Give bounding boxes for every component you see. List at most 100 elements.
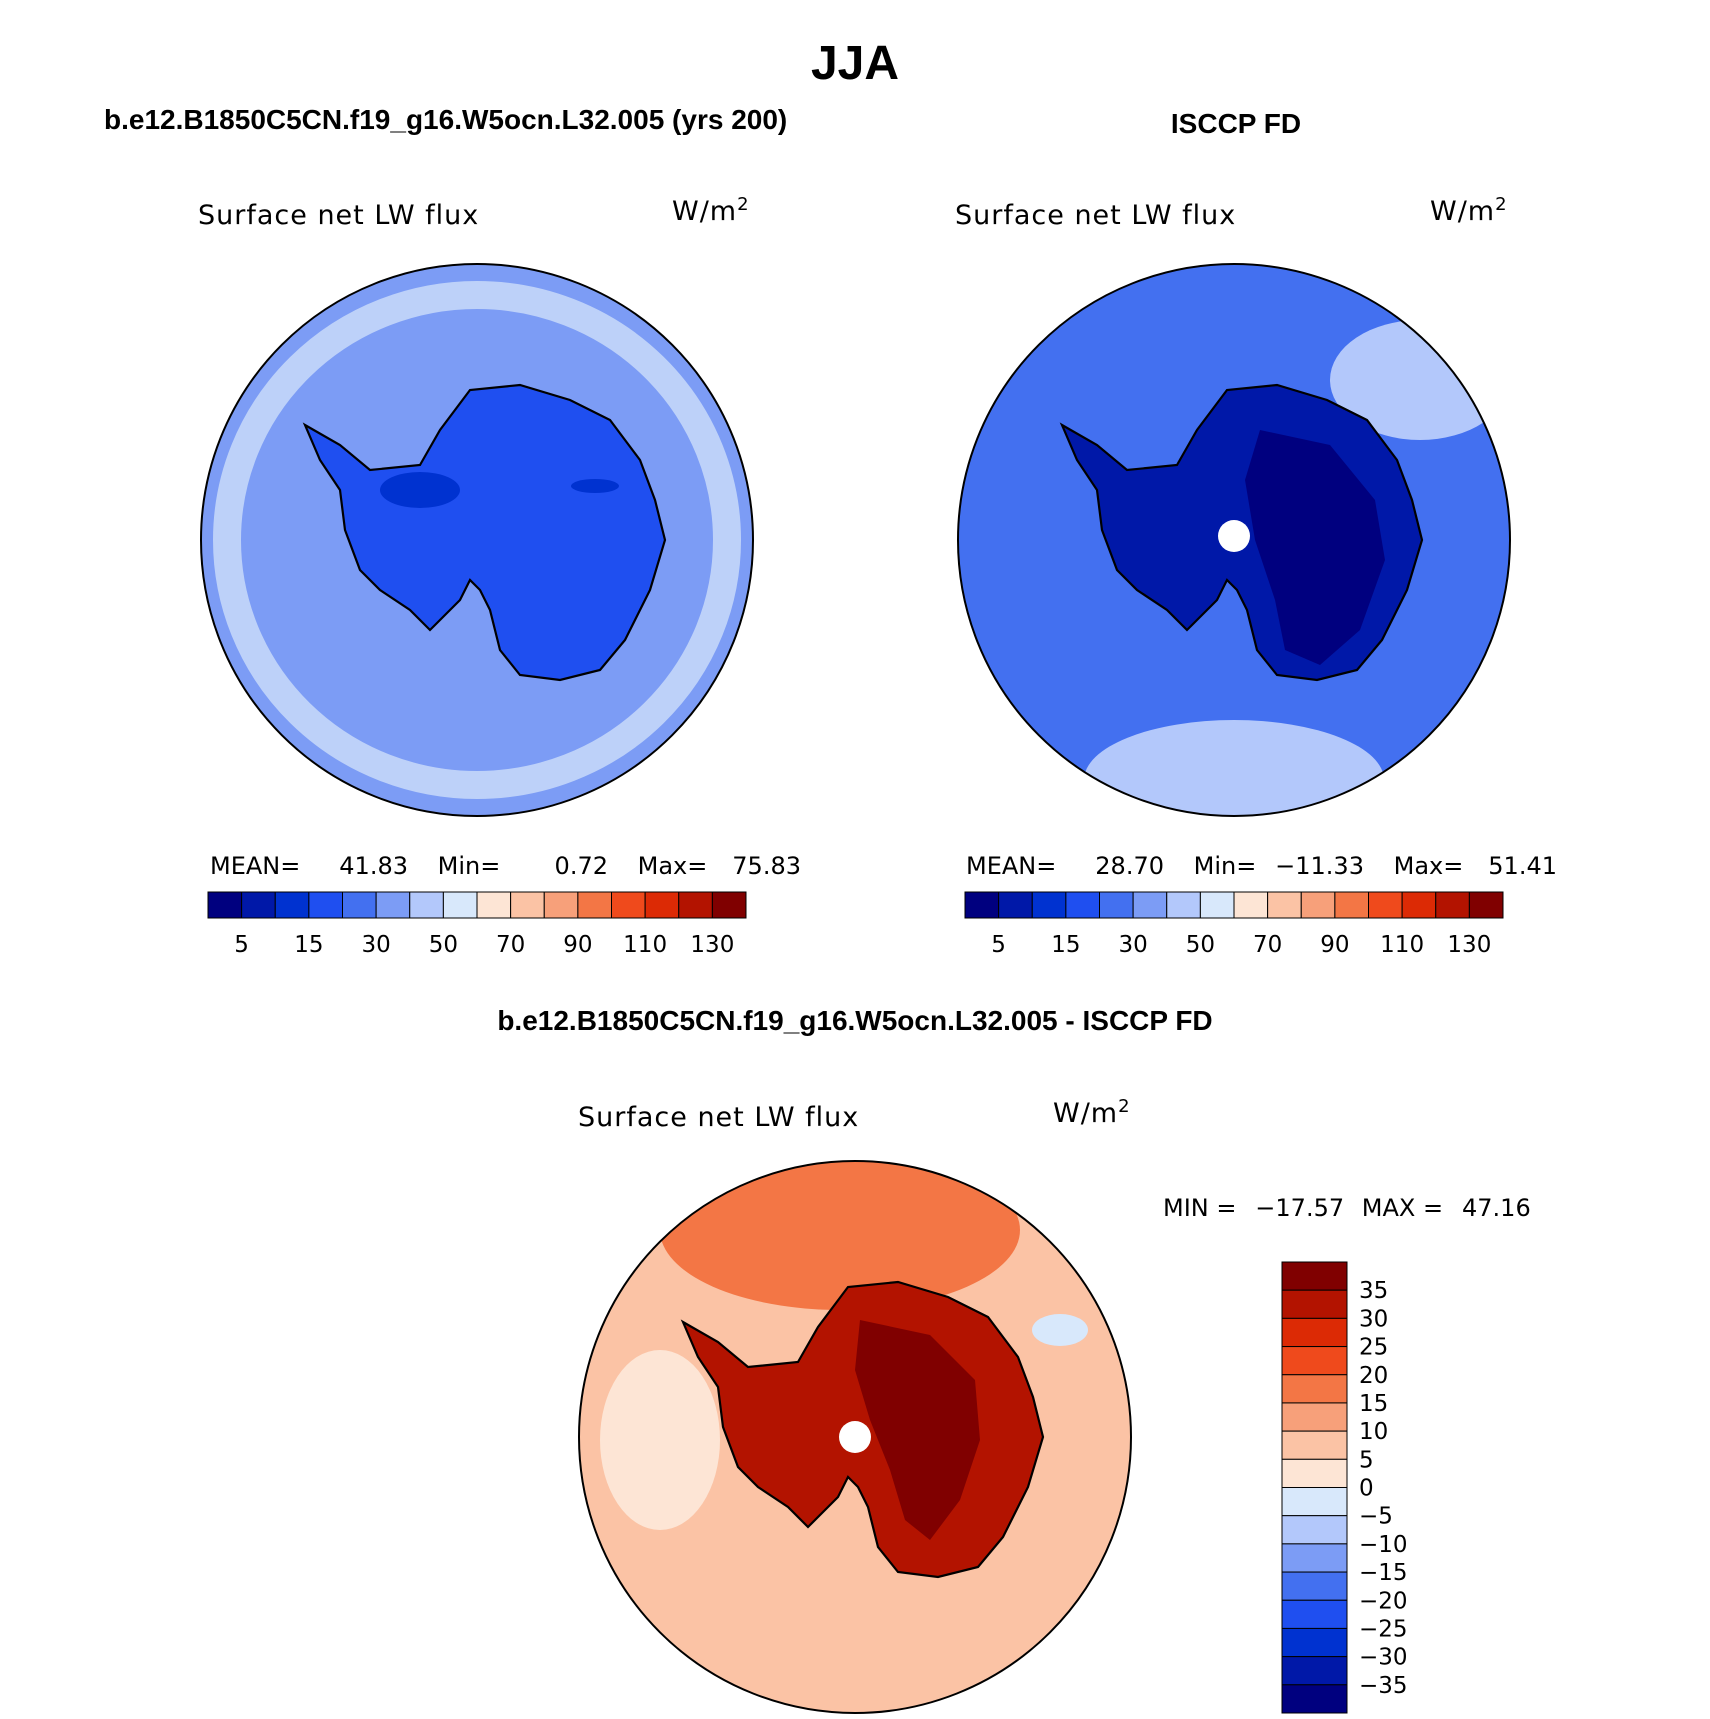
panel-1-units-base: W/m: [672, 196, 738, 227]
panel-1-min-value: 0.72: [554, 852, 608, 880]
diff-min-label: MIN =: [1163, 1194, 1237, 1222]
diff-pole-hole: [839, 1421, 871, 1453]
diff-units-base: W/m: [1053, 1098, 1119, 1129]
panel-2-map-border: [957, 263, 1511, 817]
panel-2-colorbar-swatch: [1401, 891, 1437, 919]
panel-2-colorbar-swatch: [1368, 891, 1403, 919]
diff-max-value: 47.16: [1462, 1194, 1531, 1222]
diff-colorbar-swatch: [1281, 1571, 1348, 1601]
panel-1-colorbar-swatch: [711, 891, 747, 919]
panel-2-mean-value: 28.70: [1095, 852, 1164, 880]
panel-1-colorbar-tick-label: 130: [690, 932, 734, 958]
diff-max-label: MAX =: [1361, 1194, 1444, 1222]
panel-2-max-value: 51.41: [1488, 852, 1557, 880]
diff-colorbar-swatch: [1281, 1487, 1348, 1517]
diff-coastline: [680, 1280, 1045, 1579]
diff-colorbar-tick-label: −30: [1359, 1645, 1408, 1671]
panel-1-colorbar-swatch: [442, 891, 478, 919]
panel-1-colorbar-tick-label: 90: [563, 932, 592, 958]
diff-colorbar-swatch: [1281, 1684, 1348, 1714]
panel-2-darkest-patch: [1245, 430, 1385, 665]
panel-1-colorbar-swatch: [476, 891, 512, 919]
panel-2-units: W/m2: [1430, 194, 1508, 227]
panel-1-colorbar-tick-label: 5: [234, 932, 249, 958]
panel-1-colorbar-tick-label: 110: [623, 932, 667, 958]
diff-colorbar-swatch: [1281, 1656, 1348, 1686]
panel-1-colorbar-swatch: [577, 891, 612, 919]
panel-2-units-exp: 2: [1495, 194, 1508, 215]
panel-1-map: [200, 263, 754, 817]
diff-colorbar-tick-label: 25: [1359, 1335, 1388, 1361]
panel-2-units-base: W/m: [1430, 196, 1496, 227]
panel-2-pole-hole: [1218, 520, 1250, 552]
panel-1-blue-patch-2: [571, 479, 619, 493]
panel-2-stats: MEAN= 28.70 Min= −11.33 Max= 51.41: [966, 852, 1557, 880]
diff-blue-patch: [1032, 1314, 1088, 1346]
panel-2-colorbar-tick-label: 130: [1447, 932, 1491, 958]
diff-colorbar-tick-label: 0: [1359, 1476, 1374, 1502]
panel-2-colorbar-swatch: [964, 891, 1000, 919]
diff-variable: Surface net LW flux: [578, 1102, 860, 1133]
diff-colorbar-swatch: [1281, 1543, 1348, 1573]
panel-2-colorbar-tick-label: 90: [1320, 932, 1349, 958]
panel-2-colorbar-swatch: [1334, 891, 1369, 919]
panel-1-colorbar-swatch: [274, 891, 310, 919]
panel-1-colorbar-swatch: [342, 891, 377, 919]
diff-colorbar-swatch: [1281, 1289, 1348, 1319]
panel-2-max-label: Max=: [1393, 852, 1464, 880]
diff-min-value: −17.57: [1255, 1194, 1345, 1222]
panel-1-max-value: 75.83: [732, 852, 801, 880]
diff-colorbar-tick-label: 5: [1359, 1447, 1374, 1473]
panel-1-variable: Surface net LW flux: [198, 200, 480, 231]
diff-colorbar-tick-label: −5: [1359, 1504, 1393, 1530]
panel-2-mean-label: MEAN=: [966, 852, 1057, 880]
diff-colorbar-swatch: [1281, 1515, 1348, 1545]
panel-2-colorbar-swatch: [1233, 891, 1269, 919]
diff-colorbar-tick-label: 10: [1359, 1419, 1388, 1445]
diff-stats: MIN = −17.57 MAX = 47.16: [1163, 1194, 1531, 1222]
diff-colorbar-tick-label: −35: [1359, 1673, 1408, 1699]
panel-1-colorbar-swatch: [241, 891, 276, 919]
panel-2-colorbar-swatch: [1267, 891, 1302, 919]
panel-1-blue-patch: [380, 472, 460, 508]
panel-1-colorbar-swatch: [678, 891, 713, 919]
panel-2-min-value: −11.33: [1275, 852, 1364, 880]
diff-units: W/m2: [1053, 1096, 1131, 1129]
panel-1-antarctica-fill: [305, 385, 665, 680]
diff-colorbar-swatch: [1281, 1261, 1348, 1291]
panel-1-mean-value: 41.83: [339, 852, 408, 880]
panel-1-max-label: Max=: [637, 852, 708, 880]
diff-colorbar-tick-label: 35: [1359, 1278, 1388, 1304]
panel-1-colorbar-tick-label: 15: [294, 932, 323, 958]
diff-colorbar-swatch: [1281, 1402, 1348, 1432]
panel-1-colorbar-swatch: [510, 891, 545, 919]
diff-colorbar-swatch: [1281, 1374, 1348, 1404]
panel-2-map: [957, 263, 1511, 817]
panel-2-colorbar-swatch: [998, 891, 1033, 919]
panel-1-colorbar-swatch: [543, 891, 579, 919]
diff-units-exp: 2: [1118, 1096, 1131, 1117]
panel-1-units-exp: 2: [737, 194, 750, 215]
panel-2-colorbar-tick-label: 70: [1253, 932, 1282, 958]
diff-north-band: [660, 1161, 1020, 1310]
panel-2-colorbar-swatch: [1132, 891, 1168, 919]
figure-title: JJA: [810, 37, 900, 90]
diff-map: [578, 1160, 1132, 1714]
panel-2-colorbar-swatch: [1468, 891, 1504, 919]
diff-colorbar-swatch: [1281, 1346, 1348, 1376]
panel-2-colorbar-swatch: [1166, 891, 1201, 919]
panel-2-colorbar-swatch: [1099, 891, 1134, 919]
panel-1-map-border: [200, 263, 754, 817]
panel-2-colorbar-tick-label: 110: [1380, 932, 1424, 958]
panel-1-colorbar-swatch: [308, 891, 343, 919]
diff-map-border: [578, 1160, 1132, 1714]
panel-2-colorbar-swatch: [1199, 891, 1235, 919]
panel-1-colorbar-tick-label: 30: [361, 932, 390, 958]
diff-title: b.e12.B1850C5CN.f19_g16.W5ocn.L32.005 - …: [497, 1005, 1213, 1036]
diff-colorbar-swatch: [1281, 1430, 1348, 1460]
panel-1-min-label: Min=: [437, 852, 501, 880]
panel-2-colorbar-swatch: [1065, 891, 1100, 919]
diff-colorbar-tick-label: −15: [1359, 1560, 1408, 1586]
